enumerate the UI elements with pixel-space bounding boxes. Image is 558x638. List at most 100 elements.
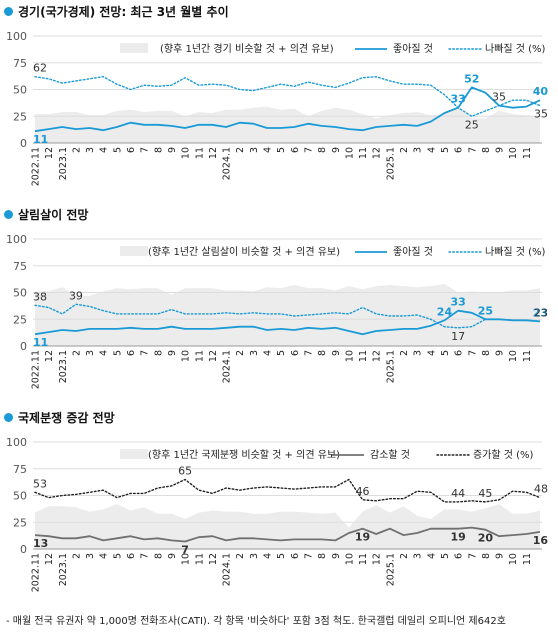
x-tick-label: 12 [208, 147, 219, 159]
data-label: 38 [33, 290, 47, 303]
x-tick-label: 4 [99, 553, 110, 559]
x-tick-label: 5 [112, 553, 123, 559]
y-tick-label: 100 [6, 233, 27, 246]
x-tick-label: 8 [481, 147, 492, 153]
series-line-secondary [34, 75, 541, 118]
y-tick-label: 0 [20, 543, 27, 556]
x-tick-label: 11 [522, 350, 533, 362]
x-tick-label: 7 [303, 350, 314, 356]
x-tick-label: 8 [317, 553, 328, 559]
x-tick-label: 4 [426, 553, 437, 559]
legend-label-area: (향후 1년간 국제분쟁 비슷할 것 + 의견 유보) [148, 449, 340, 461]
x-tick-label: 11 [358, 147, 369, 159]
legend-label-dotted: 나빠질 것 (%) [485, 43, 546, 55]
y-tick-label: 100 [6, 30, 27, 43]
x-tick-label: 3 [413, 147, 424, 153]
x-tick-label: 10 [508, 553, 519, 565]
data-label: 11 [33, 133, 48, 146]
data-label: 35 [534, 108, 548, 121]
data-label: 33 [450, 296, 465, 309]
data-label: 40 [533, 85, 549, 98]
chart-title: 경기(국가경제) 전망: 최근 3년 월별 추이 [4, 3, 229, 20]
legend-label-area: (향후 1년간 경기 비슷할 것 + 의견 유보) [160, 42, 334, 55]
x-tick-label: 8 [153, 553, 164, 559]
x-tick-label: 2023.1 [58, 553, 69, 586]
x-tick-label: 6 [126, 147, 137, 153]
series-line-secondary [34, 303, 541, 329]
y-tick-label: 50 [13, 287, 27, 300]
x-tick-label: 5 [276, 147, 287, 153]
data-label: 33 [450, 93, 465, 106]
x-tick-label: 9 [495, 553, 506, 559]
x-tick-label: 6 [126, 350, 137, 356]
legend-label-dotted: 나빠질 것 (%) [485, 246, 546, 258]
x-tick-label: 6 [290, 553, 301, 559]
x-tick-label: 2022.11 [31, 553, 42, 592]
x-tick-label: 2 [71, 147, 82, 153]
data-label: 7 [181, 544, 189, 557]
data-label: 53 [33, 477, 47, 490]
y-tick-label: 75 [13, 260, 27, 273]
footnote: - 매월 전국 유권자 약 1,000명 전화조사(CATI). 각 항목 '비… [6, 616, 506, 627]
x-tick-label: 2022.11 [31, 350, 42, 389]
x-tick-label: 9 [331, 147, 342, 153]
x-tick-label: 11 [522, 147, 533, 159]
legend-label-dotted: 증가할 것 (%) [473, 449, 534, 461]
x-tick-label: 11 [194, 553, 205, 565]
x-tick-label: 9 [167, 350, 178, 356]
international-conflict-chart: 국제분쟁 증감 전망 0 25 50 75 100 2022.11 12 2023.1 2 3 4 5… [0, 406, 558, 604]
x-tick-label: 4 [263, 147, 274, 153]
x-tick-label: 6 [454, 553, 465, 559]
x-tick-label: 10 [344, 350, 355, 362]
x-tick-label: 3 [85, 350, 96, 356]
x-tick-label: 6 [454, 147, 465, 153]
chart-title-text: 국제분쟁 증감 전망 [18, 411, 115, 425]
x-tick-label: 3 [413, 553, 424, 559]
x-tick-label: 2 [399, 350, 410, 356]
x-tick-label: 7 [467, 350, 478, 356]
x-tick-label: 2 [235, 350, 246, 356]
x-tick-label: 8 [317, 147, 328, 153]
x-tick-label: 9 [331, 553, 342, 559]
data-label: 24 [437, 305, 453, 318]
x-tick-label: 9 [331, 350, 342, 356]
x-tick-label: 6 [126, 553, 137, 559]
data-label: 25 [465, 118, 479, 131]
x-tick-label: 5 [440, 147, 451, 153]
x-tick-label: 4 [99, 147, 110, 153]
x-tick-label: 10 [181, 147, 192, 159]
x-tick-label: 7 [303, 147, 314, 153]
x-tick-label: 4 [426, 147, 437, 153]
y-tick-label: 75 [13, 57, 27, 70]
data-label: 46 [356, 485, 370, 498]
x-tick-label: 12 [372, 553, 383, 565]
x-tick-label: 2024.1 [222, 147, 233, 180]
x-tick-label: 12 [44, 147, 55, 159]
x-tick-label: 10 [344, 147, 355, 159]
x-tick-label: 4 [426, 350, 437, 356]
x-tick-label: 3 [85, 553, 96, 559]
x-tick-label: 10 [181, 553, 192, 565]
bullet-dot-icon [4, 413, 13, 422]
y-tick-label: 50 [13, 84, 27, 97]
data-label: 48 [534, 483, 548, 496]
x-tick-label: 8 [153, 147, 164, 153]
x-tick-label: 7 [140, 553, 151, 559]
x-tick-label: 11 [358, 553, 369, 565]
series-line-primary [34, 526, 541, 543]
data-label: 65 [178, 464, 192, 477]
x-tick-label: 9 [167, 147, 178, 153]
area-band [35, 106, 540, 143]
x-tick-label: 10 [508, 350, 519, 362]
x-tick-label: 2025.1 [385, 147, 396, 180]
x-tick-label: 10 [181, 350, 192, 362]
x-tick-label: 12 [372, 147, 383, 159]
x-tick-label: 4 [263, 553, 274, 559]
y-tick-label: 25 [13, 110, 27, 123]
x-tick-label: 11 [194, 147, 205, 159]
x-tick-label: 7 [467, 553, 478, 559]
legend-label-solid: 좋아질 것 [393, 43, 433, 55]
x-tick-label: 8 [153, 350, 164, 356]
x-tick-label: 2 [399, 147, 410, 153]
